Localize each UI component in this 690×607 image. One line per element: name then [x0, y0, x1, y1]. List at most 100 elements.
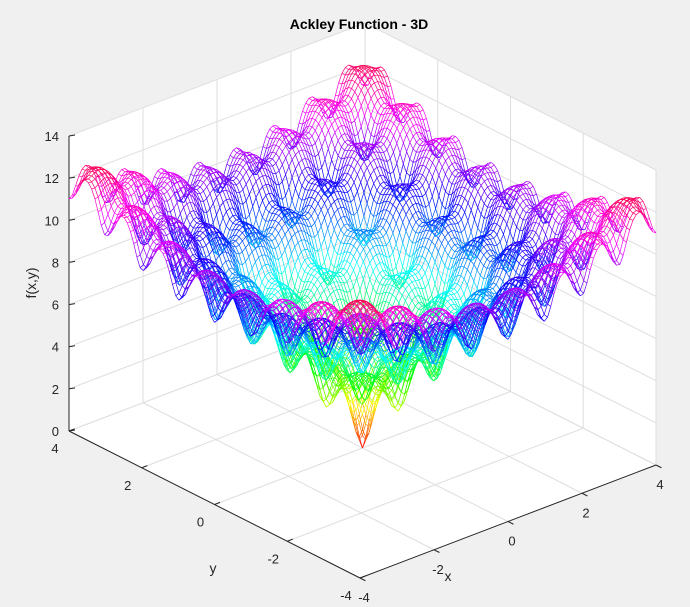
mesh-segment: [197, 161, 201, 164]
mesh-segment: [315, 100, 320, 106]
mesh-segment: [338, 82, 343, 85]
mesh-segment: [160, 173, 165, 179]
mesh-segment: [275, 129, 280, 133]
mesh-segment: [170, 176, 175, 184]
mesh-segment: [170, 172, 175, 175]
mesh-segment: [272, 144, 277, 153]
mesh-segment: [361, 68, 366, 75]
mesh-segment: [233, 149, 237, 154]
mesh-segment: [206, 224, 210, 226]
mesh-segment: [239, 150, 244, 153]
mesh-segment: [361, 65, 365, 68]
mesh-segment: [278, 141, 283, 148]
mesh-segment: [124, 181, 128, 184]
mesh-segment: [272, 137, 277, 146]
mesh-segment: [265, 138, 270, 149]
mesh-segment: [338, 92, 343, 104]
x-tick: [655, 464, 662, 469]
mesh-segment: [282, 129, 286, 132]
mesh-segment: [163, 173, 168, 178]
mesh-segment: [242, 159, 247, 164]
mesh-segment: [338, 116, 342, 119]
mesh-segment: [325, 102, 329, 106]
mesh-segment: [160, 186, 165, 188]
mesh-segment: [98, 167, 102, 170]
mesh-segment: [134, 174, 138, 178]
mesh-segment: [347, 88, 352, 96]
mesh-segment: [78, 180, 83, 185]
mesh-segment: [137, 172, 142, 176]
x-tick: [581, 492, 588, 497]
mesh-segment: [279, 132, 283, 135]
mesh-segment: [209, 172, 214, 176]
mesh-segment: [351, 68, 356, 74]
mesh-segment: [203, 177, 208, 183]
mesh-segment: [256, 162, 260, 168]
mesh-segment: [105, 202, 109, 204]
mesh-segment: [210, 180, 214, 183]
mesh-segment: [285, 134, 290, 138]
mesh-segment: [101, 169, 106, 173]
mesh-segment: [318, 98, 323, 102]
mesh-segment: [322, 103, 326, 106]
mesh-segment: [305, 105, 310, 114]
sidewall-grid-z: [364, 275, 657, 424]
mesh-segment: [233, 147, 237, 151]
mesh-segment: [91, 170, 96, 173]
mesh-segment: [252, 170, 257, 175]
mesh-segment: [160, 168, 165, 172]
z-tick: [68, 218, 76, 221]
mesh-segment: [361, 68, 365, 73]
backwall-grid-z: [68, 64, 366, 179]
mesh-segment: [173, 175, 178, 183]
mesh-segment: [216, 169, 221, 174]
mesh-segment: [242, 156, 247, 161]
mesh-segment: [272, 153, 277, 160]
mesh-segment: [160, 176, 165, 179]
backwall-grid-z: [68, 191, 366, 306]
mesh-segment: [269, 151, 274, 159]
mesh-segment: [216, 185, 221, 191]
mesh-segment: [200, 165, 204, 168]
mesh-segment: [275, 125, 280, 129]
mesh-segment: [154, 184, 158, 188]
mesh-segment: [305, 125, 310, 133]
mesh-segment: [196, 174, 201, 182]
mesh-segment: [279, 128, 283, 131]
mesh-segment: [331, 103, 336, 107]
mesh-segment: [123, 216, 128, 218]
mesh-segment: [305, 112, 310, 122]
mesh-segment: [111, 194, 116, 197]
mesh-segment: [242, 152, 247, 155]
mesh-segment: [88, 178, 92, 183]
mesh-segment: [94, 169, 99, 173]
y-tick: [287, 538, 293, 542]
mesh-segment: [206, 166, 211, 169]
x-tick: [507, 521, 514, 525]
mesh-segment: [124, 182, 129, 187]
mesh-segment: [206, 171, 211, 176]
mesh-segment: [312, 96, 316, 100]
mesh-segment: [243, 151, 247, 157]
mesh-segment: [236, 147, 241, 152]
mesh-segment: [206, 169, 211, 173]
mesh-segment: [190, 173, 195, 177]
mesh-segment: [285, 131, 290, 135]
mesh-segment: [229, 164, 234, 167]
mesh-segment: [153, 205, 158, 207]
mesh-segment: [269, 157, 273, 160]
mesh-segment: [232, 163, 237, 172]
mesh-segment: [197, 169, 201, 171]
mesh-segment: [200, 162, 205, 166]
mesh-segment: [262, 148, 267, 161]
mesh-segment: [354, 69, 359, 75]
mesh-segment: [197, 162, 201, 167]
mesh-segment: [298, 111, 303, 123]
mesh-segment: [331, 95, 336, 109]
mesh-segment: [200, 169, 204, 175]
mesh-segment: [370, 146, 374, 148]
mesh-segment: [68, 197, 73, 200]
mesh-segment: [206, 174, 211, 179]
mesh-segment: [275, 138, 280, 146]
